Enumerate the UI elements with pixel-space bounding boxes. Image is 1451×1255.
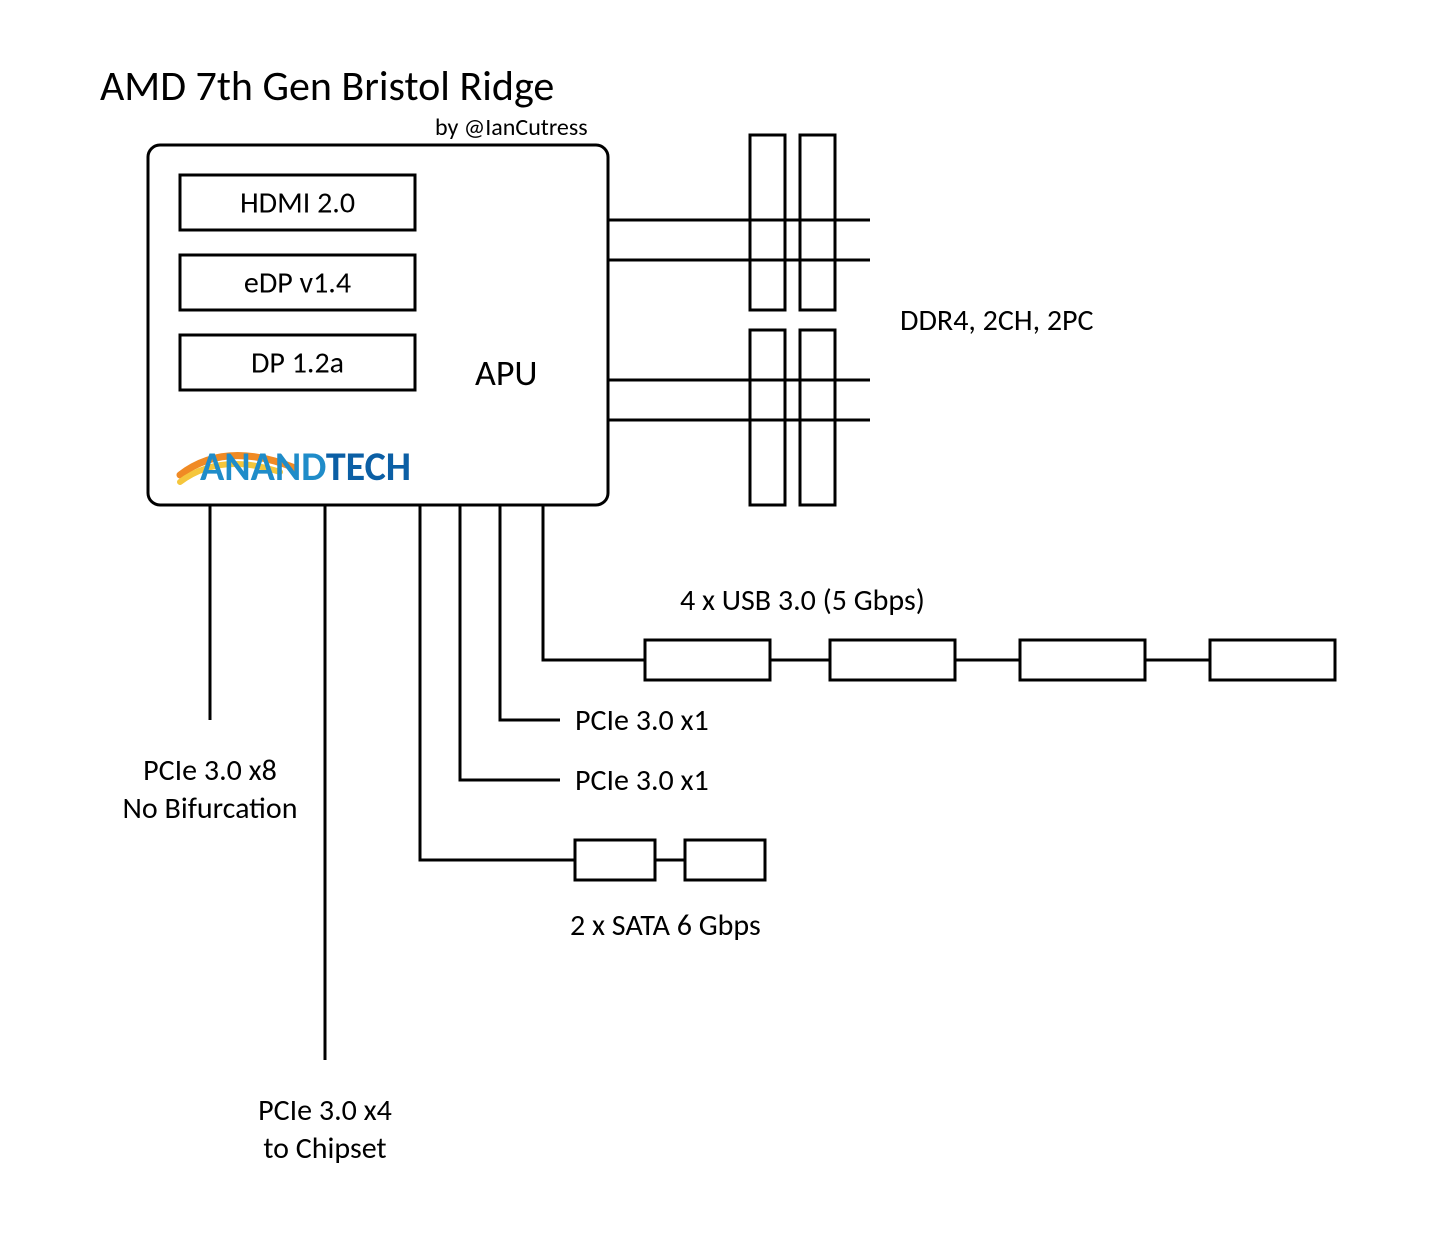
pciex8-label-1: PCIe 3.0 x8 [143, 752, 277, 789]
anandtech-logo: ANANDTECH [180, 442, 411, 491]
usb-label: 4 x USB 3.0 (5 Gbps) [680, 582, 925, 619]
pciex1-label-b: PCIe 3.0 x1 [575, 762, 709, 799]
connector-apu-usb [543, 505, 645, 660]
memory-slots [750, 135, 835, 505]
connector-apu-sata [420, 505, 575, 860]
usb-port [1210, 640, 1335, 680]
connector-apu-pciex1a [500, 505, 560, 720]
memory-slot [750, 135, 785, 310]
memory-slot [800, 330, 835, 505]
memory-bus-lines [608, 220, 870, 420]
display-block-label: DP 1.2a [251, 345, 344, 382]
usb-port [1020, 640, 1145, 680]
usb-port [645, 640, 770, 680]
display-block-label: HDMI 2.0 [240, 185, 355, 222]
display-block-label: eDP v1.4 [244, 265, 351, 302]
pciex4-label-1: PCIe 3.0 x4 [258, 1092, 392, 1129]
display-blocks: HDMI 2.0 eDP v1.4 DP 1.2a [180, 175, 415, 390]
memory-slot [750, 330, 785, 505]
usb-port [830, 640, 955, 680]
memory-slot [800, 135, 835, 310]
pciex8-label-2: No Bifurcation [123, 790, 298, 827]
sata-port [575, 840, 655, 880]
logo-text: ANANDTECH [200, 442, 411, 491]
pciex1-label-a: PCIe 3.0 x1 [575, 702, 709, 739]
apu-label: APU [475, 351, 538, 395]
diagram-canvas: AMD 7th Gen Bristol Ridge by @IanCutress… [0, 0, 1451, 1255]
byline-text: by @IanCutress [435, 113, 588, 142]
sata-label: 2 x SATA 6 Gbps [570, 907, 761, 944]
memory-label: DDR4, 2CH, 2PC [900, 302, 1094, 339]
connector-apu-pciex1b [460, 505, 560, 780]
sata-port [685, 840, 765, 880]
pciex4-label-2: to Chipset [263, 1130, 386, 1167]
title-text: AMD 7th Gen Bristol Ridge [100, 61, 554, 112]
